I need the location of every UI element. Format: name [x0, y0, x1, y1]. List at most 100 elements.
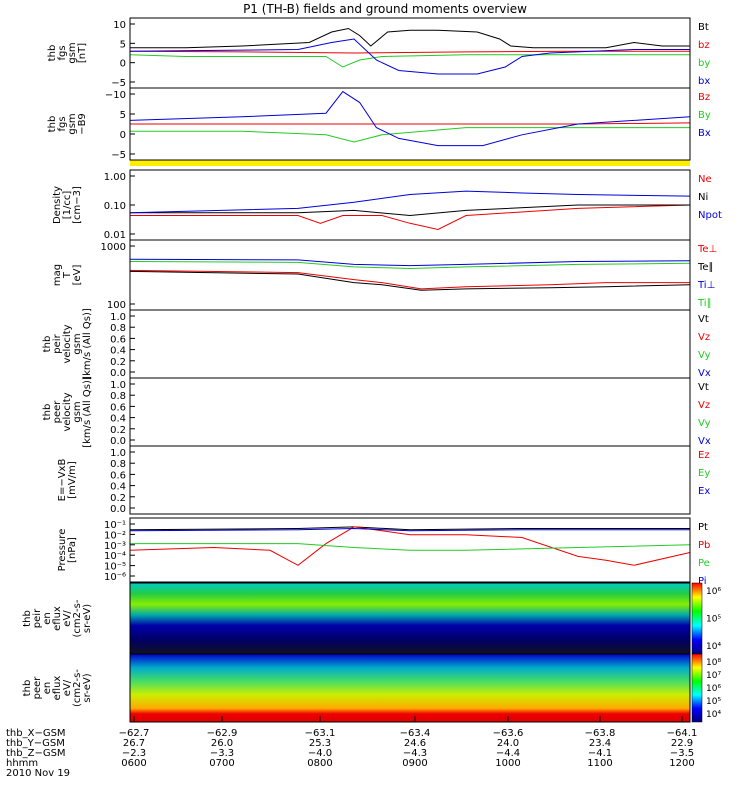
- xaxis-value: −4.3: [403, 748, 427, 759]
- y-axis-label: velocity: [62, 324, 73, 363]
- y-tick-label: 10⁻³: [104, 541, 126, 552]
- y-axis-label: [cm−3]: [72, 186, 83, 224]
- y-axis-label: gsm: [67, 42, 78, 63]
- xaxis-value: 1000: [495, 758, 520, 769]
- panel-frame: [129, 445, 691, 515]
- y-tick-label: 0.2: [110, 357, 126, 368]
- y-axis-label: Pressure: [57, 529, 68, 572]
- y-tick-label: −10: [105, 90, 126, 101]
- y-axis-label: en: [42, 682, 53, 695]
- y-tick-label: 5: [120, 39, 126, 50]
- legend-pe: Pe: [698, 558, 710, 569]
- legend-te: Te∥: [697, 262, 714, 273]
- xaxis-row-label: thb_Y−GSM: [6, 738, 65, 749]
- legend-vt: Vt: [698, 314, 709, 325]
- legend-bx: bx: [698, 76, 710, 87]
- panel-8: Pt Pb Pe Pi 10⁻¹10⁻²10⁻³10⁻⁴10⁻⁵10⁻⁶ Pressure…: [57, 517, 710, 587]
- y-axis-label: −B9: [77, 113, 88, 135]
- xaxis-value: 0900: [402, 758, 427, 769]
- legend-vt: Vt: [698, 382, 709, 393]
- panel-1: Bt bz by bx 10 5 0 −5 thb fgs gsm [nT]: [47, 17, 710, 89]
- legend-vz: Vz: [698, 400, 710, 411]
- xaxis-value: −4.4: [496, 748, 520, 759]
- series-te: [129, 269, 690, 290]
- colorbar-tick: 10⁸: [706, 658, 721, 668]
- legend-npot: Npot: [698, 210, 722, 221]
- y-axis-label: T: [62, 271, 73, 279]
- y-axis-label: [1/cc]: [62, 191, 73, 220]
- y-axis-label: [km/s (All Qs)]: [82, 308, 93, 380]
- xaxis-value: −64.1: [667, 728, 698, 739]
- xaxis-value: 1100: [587, 758, 612, 769]
- y-axis-label: thb: [22, 680, 33, 697]
- series-by: [129, 54, 690, 68]
- legend-ni: Ni: [698, 192, 708, 203]
- xaxis-value: −63.6: [493, 728, 524, 739]
- legend-by: By: [698, 110, 711, 121]
- panel-frame: [129, 239, 691, 311]
- y-axis-label: sr-eV): [82, 673, 93, 702]
- y-tick-label: 0.8: [110, 391, 126, 402]
- xaxis-value: 0600: [121, 758, 146, 769]
- y-tick-label: 0.4: [110, 346, 126, 357]
- y-axis-label: eflux: [52, 676, 63, 701]
- colorbar-tick: 10⁶: [706, 587, 721, 597]
- y-axis-label: fgs: [57, 116, 68, 131]
- panel-frame: [129, 517, 691, 583]
- y-tick-label: 0.10: [104, 201, 126, 212]
- y-tick-label: 0.0: [110, 504, 126, 515]
- xaxis-value: −62.9: [207, 728, 238, 739]
- y-axis-label: fgs: [57, 45, 68, 60]
- y-axis-label: gsm: [72, 401, 83, 422]
- colorbar: [691, 653, 703, 723]
- xaxis-value: 22.9: [671, 738, 693, 749]
- panel-10: 10⁸ 10⁷ 10⁶ 10⁵ 10⁴ thb peer en eflux eV/(cm2-s-s…: [22, 653, 721, 723]
- y-axis-label: thb: [22, 610, 33, 627]
- y-axis-label: [mV/m]: [67, 461, 78, 499]
- y-tick-label: 1.0: [110, 312, 126, 323]
- y-tick-label: 0: [120, 59, 126, 70]
- xaxis-value: 24.0: [497, 738, 519, 749]
- y-tick-label: 10⁻²: [104, 530, 126, 541]
- legend-bz: Bz: [698, 92, 710, 103]
- panel-frame: [129, 87, 691, 161]
- legend-ti: Ti∥: [697, 298, 712, 309]
- legend-te: Te⊥: [697, 244, 717, 255]
- separator-bar: [130, 160, 690, 166]
- y-tick-label: 0.4: [110, 482, 126, 493]
- xaxis-row-label: hhmm: [6, 758, 38, 769]
- y-axis-label: gsm: [67, 113, 78, 134]
- y-tick-label: 0.0: [110, 436, 126, 447]
- xaxis-value: −63.8: [585, 728, 616, 739]
- y-axis-label: peir: [32, 608, 43, 628]
- colorbar-tick: 10⁵: [706, 615, 721, 625]
- legend-by: by: [698, 58, 710, 69]
- series-pt: [129, 526, 690, 531]
- panel-frame: [129, 377, 691, 447]
- y-tick-label: 10⁻⁴: [104, 551, 126, 562]
- y-tick-label: 0.4: [110, 414, 126, 425]
- colorbar-tick: 10⁷: [706, 671, 721, 681]
- y-tick-label: 0.01: [104, 230, 126, 241]
- series-ti: [129, 258, 691, 267]
- y-axis-label: thb: [42, 336, 53, 353]
- y-axis-label: (cm2-s-: [72, 599, 83, 637]
- y-axis-label: gsm: [72, 333, 83, 354]
- y-tick-label: 5: [120, 110, 126, 121]
- series-bx: [129, 90, 691, 147]
- y-tick-label: 1.0: [110, 380, 126, 391]
- panel-frame: [129, 309, 691, 379]
- y-tick-label: 0.8: [110, 459, 126, 470]
- legend-pb: Pb: [698, 540, 710, 551]
- y-tick-label: −5: [111, 78, 126, 89]
- xaxis-row-label: thb_X−GSM: [6, 728, 66, 739]
- panel-6: Vt Vz Vy Vx 1.00.80.60.40.20.0 thb peer velocit…: [42, 376, 711, 448]
- colorbar-tick: 10⁶: [706, 684, 721, 694]
- legend-vx: Vx: [698, 368, 711, 379]
- legend-ex: Ex: [698, 486, 710, 497]
- spectrogram-fill: [130, 654, 690, 722]
- legend-vz: Vz: [698, 332, 710, 343]
- spectrogram-fill: [130, 583, 690, 654]
- xaxis-value: −4.0: [308, 748, 332, 759]
